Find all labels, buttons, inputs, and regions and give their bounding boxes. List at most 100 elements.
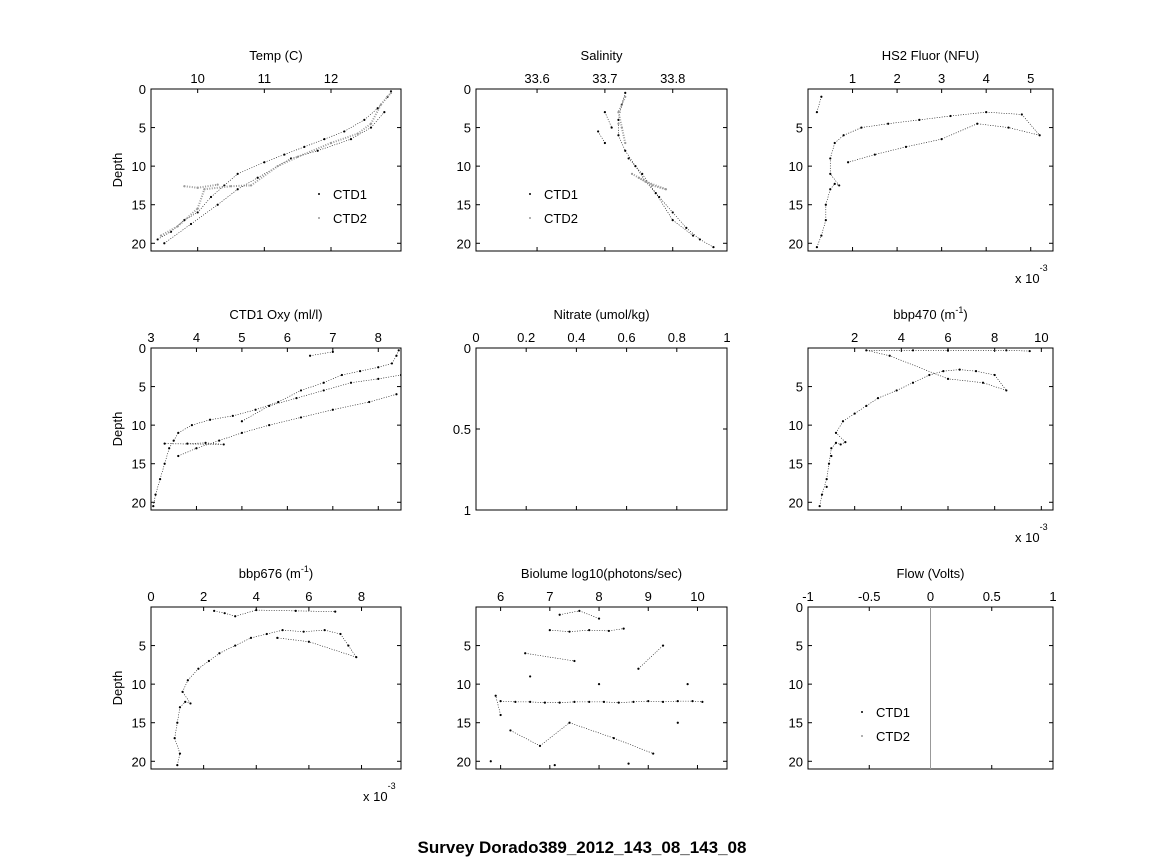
series-trace (177, 207, 199, 228)
x-tick-label: 6 (305, 589, 312, 604)
series-trace (197, 196, 212, 213)
y-tick-label: 10 (789, 159, 803, 174)
plot-area (815, 95, 1041, 249)
series-trace (888, 119, 920, 125)
y-tick-label: 15 (789, 716, 803, 731)
series-trace (826, 463, 830, 480)
series-trace (835, 432, 846, 443)
data-point (489, 760, 492, 763)
x-tick-label: 4 (898, 330, 905, 345)
x-tick-label: 4 (253, 589, 260, 604)
series-trace (831, 442, 837, 449)
plot-area (489, 609, 704, 767)
y-tick-label: 5 (139, 121, 146, 136)
x-tick-label: 1 (723, 330, 730, 345)
x-tick-label: 2 (851, 330, 858, 345)
axes-box (150, 606, 402, 770)
series-trace (821, 220, 827, 236)
series-trace (830, 183, 835, 190)
y-tick-label: 0 (464, 341, 471, 356)
series-trace (569, 722, 614, 739)
series-trace (196, 188, 206, 209)
series-trace (290, 150, 318, 159)
x-tick-label: -1 (802, 589, 814, 604)
x-tick-label: 33.7 (592, 71, 617, 86)
x-tick-label: 0.2 (517, 330, 535, 345)
series-trace (224, 173, 238, 186)
data-point (617, 701, 620, 704)
series-trace (304, 138, 325, 148)
data-point (163, 442, 166, 445)
y-tick-label: 5 (796, 639, 803, 654)
y-tick-label: 10 (132, 418, 146, 433)
series-trace (235, 637, 252, 646)
x-tick-label: 11 (258, 71, 272, 86)
series-trace (396, 350, 400, 356)
series-trace (569, 629, 590, 632)
y-tick-label: 20 (457, 236, 471, 251)
y-tick-label: 0 (796, 600, 803, 615)
series-trace (157, 231, 172, 240)
series-trace (959, 369, 977, 372)
series-trace (692, 700, 703, 703)
series-trace (177, 707, 181, 723)
series-trace (370, 103, 382, 125)
series-trace (297, 142, 332, 158)
panel-1: Temp (C) 10 11 12 0 5 10 15 20 Depth CTD1 CTD2 (110, 48, 402, 252)
series-trace (159, 463, 165, 480)
series-trace (323, 374, 343, 383)
data-point (195, 447, 198, 450)
x-tick-label: 0.4 (567, 330, 585, 345)
data-point (154, 493, 157, 496)
data-point (276, 636, 279, 639)
series-trace (631, 172, 647, 183)
data-point (597, 617, 601, 620)
series-trace (284, 146, 305, 155)
data-point (701, 700, 704, 703)
y-tick-label: 5 (139, 639, 146, 654)
series-trace (874, 146, 907, 155)
x-tick-label: 4 (193, 330, 200, 345)
series-trace (1021, 114, 1040, 136)
x-tick-label: 6 (284, 330, 291, 345)
series-trace (364, 108, 378, 121)
series-trace (896, 382, 914, 391)
data-point (603, 141, 606, 145)
legend-entry: CTD1 (333, 187, 367, 202)
x-tick-label: 1 (1049, 589, 1056, 604)
series-trace (219, 432, 243, 441)
y-tick-label: 20 (132, 236, 146, 251)
x-tick-label: 6 (497, 589, 504, 604)
series-trace (834, 135, 844, 144)
data-point (597, 683, 601, 686)
y-tick-label: 10 (132, 677, 146, 692)
axes-box (475, 606, 728, 770)
plot-area (173, 608, 358, 767)
axes-box (150, 347, 402, 511)
data-point (254, 408, 257, 411)
x-tick-label: 3 (938, 71, 945, 86)
data-point (624, 91, 627, 94)
x-tick-label: 33.8 (660, 71, 685, 86)
x-tick-label: 6 (944, 330, 951, 345)
series-trace (982, 382, 1007, 391)
y-tick-label: 5 (139, 380, 146, 395)
series-trace (256, 609, 296, 612)
series-trace (341, 370, 361, 376)
panel-6: bbp470 (m-1) 2 4 6 8 10 5 10 15 20 x 10-3 (789, 305, 1054, 545)
series-trace (525, 652, 575, 662)
data-point (844, 441, 847, 444)
axes-box (807, 347, 1054, 511)
series-trace (250, 633, 267, 639)
y-tick-label: 20 (789, 236, 803, 251)
y-axis-label: Depth (110, 412, 125, 447)
data-point (234, 615, 237, 618)
series-trace (198, 660, 210, 669)
series-trace (360, 366, 379, 372)
series-trace (816, 96, 822, 113)
x-tick-label: 0.5 (983, 589, 1001, 604)
x-tick-label: 1 (849, 71, 856, 86)
series-trace (196, 440, 220, 449)
series-trace (672, 212, 687, 229)
axes-box (807, 88, 1054, 252)
